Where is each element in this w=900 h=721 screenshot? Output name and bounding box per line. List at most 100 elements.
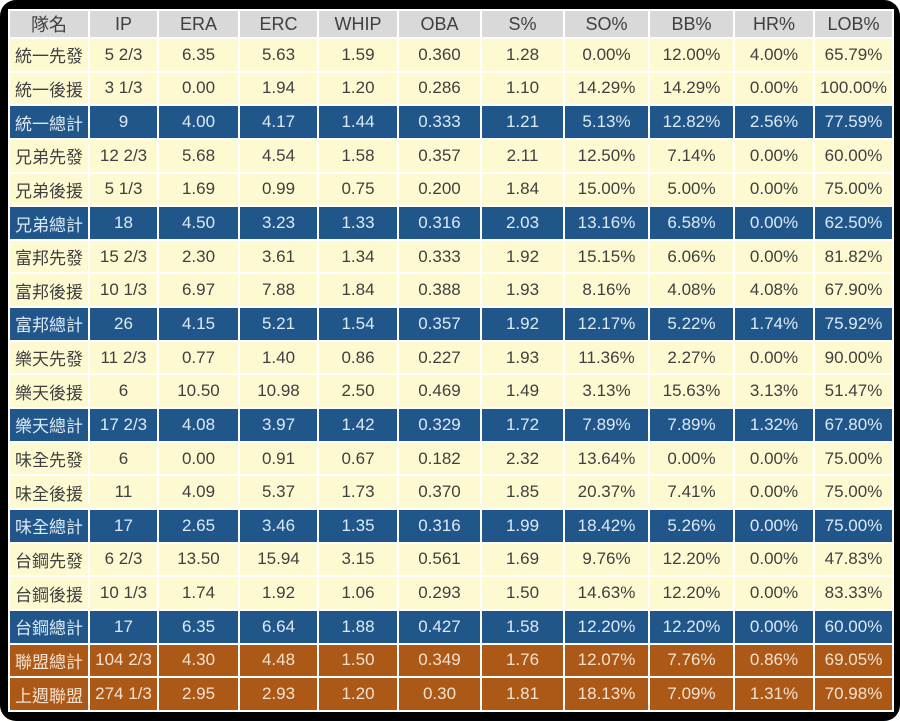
stat-cell: 6.64 — [238, 608, 319, 645]
stat-cell: 1.31% — [733, 676, 815, 712]
stat-cell: 0.00 — [157, 440, 240, 477]
stat-cell: 1.84 — [480, 171, 565, 208]
stat-cell: 11 — [88, 474, 159, 510]
stat-cell: 6.06% — [648, 238, 735, 275]
row-label: 統一後援 — [8, 70, 90, 107]
stat-cell: 10 1/3 — [88, 575, 159, 611]
row-label: 兄弟總計 — [8, 205, 90, 241]
table-row: 台鋼先發 6 2/3 13.50 15.94 3.15 0.561 1.69 9.76% 12.… — [8, 541, 894, 578]
stat-cell: 14.29% — [563, 70, 650, 107]
stat-cell: 75.00% — [813, 474, 894, 510]
stat-cell: 12.07% — [563, 642, 650, 679]
header-row: 隊名 IP ERA ERC WHIP OBA S% SO% BB% HR% LO… — [8, 9, 894, 39]
stat-cell: 18 — [88, 205, 159, 241]
stat-cell: 1.84 — [317, 272, 399, 309]
stat-cell: 12.82% — [648, 104, 735, 140]
table-row: 聯盟總計 104 2/3 4.30 4.48 1.50 0.349 1.76 12.07% 7.… — [8, 642, 894, 679]
stat-cell: 0.00% — [563, 37, 650, 73]
stat-cell: 0.99 — [238, 171, 319, 208]
stat-cell: 0.333 — [397, 104, 482, 140]
stat-cell: 0.349 — [397, 642, 482, 679]
stat-cell: 26 — [88, 306, 159, 342]
stat-cell: 4.08% — [733, 272, 815, 309]
stat-cell: 7.41% — [648, 474, 735, 510]
table-row: 統一先發 5 2/3 6.35 5.63 1.59 0.360 1.28 0.00% 12.00… — [8, 37, 894, 73]
stat-cell: 15 2/3 — [88, 238, 159, 275]
stat-cell: 3.46 — [238, 507, 319, 544]
stat-cell: 3.61 — [238, 238, 319, 275]
stat-cell: 1.32% — [733, 407, 815, 443]
stat-cell: 5.68 — [157, 137, 240, 174]
row-label: 味全先發 — [8, 440, 90, 477]
stat-cell: 2.95 — [157, 676, 240, 712]
stat-cell: 12.00% — [648, 37, 735, 73]
stat-cell: 75.00% — [813, 171, 894, 208]
stat-cell: 5 1/3 — [88, 171, 159, 208]
table-row: 味全總計 17 2.65 3.46 1.35 0.316 1.99 18.42% 5.26% 0.… — [8, 507, 894, 544]
stat-cell: 0.561 — [397, 541, 482, 578]
table-row: 富邦先發 15 2/3 2.30 3.61 1.34 0.333 1.92 15.15% 6.0… — [8, 238, 894, 275]
stat-cell: 0.77 — [157, 339, 240, 376]
row-label: 味全後援 — [8, 474, 90, 510]
stat-cell: 0.00% — [648, 440, 735, 477]
stat-cell: 1.35 — [317, 507, 399, 544]
stat-cell: 0.427 — [397, 608, 482, 645]
stat-cell: 17 2/3 — [88, 407, 159, 443]
stat-cell: 60.00% — [813, 608, 894, 645]
stat-cell: 7.88 — [238, 272, 319, 309]
stat-cell: 0.00% — [733, 238, 815, 275]
pitching-stats-table: 隊名 IP ERA ERC WHIP OBA S% SO% BB% HR% LO… — [8, 9, 894, 712]
stat-cell: 17 — [88, 608, 159, 645]
stat-cell: 3.13% — [563, 373, 650, 410]
table-row: 樂天後援 6 10.50 10.98 2.50 0.469 1.49 3.13% 15.63% 3… — [8, 373, 894, 410]
stat-cell: 1.49 — [480, 373, 565, 410]
stat-cell: 5.00% — [648, 171, 735, 208]
col-header-lob-pct: LOB% — [813, 9, 894, 39]
stat-cell: 0.316 — [397, 507, 482, 544]
stat-cell: 10.98 — [238, 373, 319, 410]
stat-cell: 7.09% — [648, 676, 735, 712]
stat-cell: 14.29% — [648, 70, 735, 107]
stat-cell: 4.30 — [157, 642, 240, 679]
stat-cell: 15.63% — [648, 373, 735, 410]
stat-cell: 1.54 — [317, 306, 399, 342]
stat-cell: 1.69 — [480, 541, 565, 578]
stat-cell: 0.333 — [397, 238, 482, 275]
stat-cell: 6.35 — [157, 37, 240, 73]
col-header-era: ERA — [157, 9, 240, 39]
col-header-so-pct: SO% — [563, 9, 650, 39]
stat-cell: 5.13% — [563, 104, 650, 140]
stat-cell: 17 — [88, 507, 159, 544]
stat-cell: 12.50% — [563, 137, 650, 174]
stat-cell: 0.00% — [733, 137, 815, 174]
stat-cell: 0.30 — [397, 676, 482, 712]
table-row: 味全先發 6 0.00 0.91 0.67 0.182 2.32 13.64% 0.00% 0.0… — [8, 440, 894, 477]
stat-cell: 0.370 — [397, 474, 482, 510]
stat-cell: 6.97 — [157, 272, 240, 309]
stat-cell: 75.92% — [813, 306, 894, 342]
stat-cell: 5.63 — [238, 37, 319, 73]
stat-cell: 12.20% — [648, 575, 735, 611]
stat-cell: 47.83% — [813, 541, 894, 578]
stat-cell: 1.50 — [317, 642, 399, 679]
stat-cell: 0.469 — [397, 373, 482, 410]
stat-cell: 2.03 — [480, 205, 565, 241]
stat-cell: 0.00% — [733, 440, 815, 477]
stat-cell: 1.20 — [317, 70, 399, 107]
stat-cell: 2.32 — [480, 440, 565, 477]
stat-cell: 0.00% — [733, 339, 815, 376]
stat-cell: 1.74% — [733, 306, 815, 342]
stat-cell: 0.00% — [733, 205, 815, 241]
stat-cell: 11.36% — [563, 339, 650, 376]
stat-cell: 3.97 — [238, 407, 319, 443]
table-row: 樂天先發 11 2/3 0.77 1.40 0.86 0.227 1.93 11.36% 2.2… — [8, 339, 894, 376]
stat-cell: 4.09 — [157, 474, 240, 510]
stat-cell: 1.92 — [480, 306, 565, 342]
stat-cell: 1.92 — [480, 238, 565, 275]
stat-cell: 12.20% — [648, 608, 735, 645]
stat-cell: 5.21 — [238, 306, 319, 342]
stat-cell: 0.91 — [238, 440, 319, 477]
row-label: 上週聯盟 — [8, 676, 90, 712]
stat-cell: 1.34 — [317, 238, 399, 275]
stat-cell: 1.10 — [480, 70, 565, 107]
